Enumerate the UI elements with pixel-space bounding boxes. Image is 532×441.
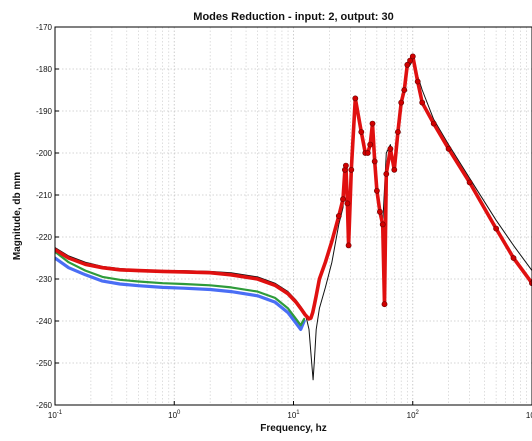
series-4-point [364,150,371,156]
y-tick-label: -200 [36,149,53,158]
y-tick-label: -250 [36,359,53,368]
series-4-point [348,166,355,173]
series-4-point [358,129,365,135]
series-4-point [529,280,532,287]
series-4-point [414,78,421,85]
series-4-point [404,61,411,68]
series-4-point [466,179,473,186]
series-4-point [430,120,437,127]
grid-layer [54,26,532,406]
series-4-point [409,53,416,60]
x-tick-label: 100 [168,410,181,420]
series-line-2 [55,250,306,327]
series-4-point [342,162,349,169]
tick-layer: -170 -180 -190 -200 -210 -220 -230 -240 -250 -260… [36,23,532,420]
series-layer [55,53,532,381]
y-tick-label: -240 [36,317,53,326]
chart-title: Modes Reduction - input: 2, output: 30 [193,11,393,23]
series-4-point [340,196,346,203]
x-tick-label: 102 [407,410,420,420]
series-4-point [335,213,342,219]
series-4-point [371,158,378,165]
series-4-point [352,95,359,102]
series-line-1 [55,256,306,331]
series-4-point [376,208,383,215]
x-tick-label: 101 [287,410,300,420]
series-4-point [510,255,517,261]
y-tick-label: -180 [36,65,53,74]
series-4-point [344,200,351,207]
series-4-point [394,129,401,135]
series-4-point [369,120,376,127]
series-4-point [407,57,413,64]
series-4-point [445,145,452,152]
series-4-point [383,171,390,177]
series-4-point [391,166,398,173]
series-4-point [379,221,386,228]
x-tick-label: 103 [526,410,532,420]
series-4-point [401,87,408,93]
y-tick-label: -210 [36,191,53,200]
series-4-point [419,99,426,106]
y-tick-label: -230 [36,275,53,284]
x-tick-label: 10-1 [48,410,63,420]
y-tick-label: -190 [36,107,53,116]
y-tick-label: -170 [36,23,53,32]
series-4-point [387,145,394,152]
series-4-point [398,99,405,106]
y-axis-label: Magnitude, db mm [12,172,23,260]
series-4-point [367,141,374,148]
x-axis-label: Frequency, hz [260,423,327,434]
series-4-point [373,187,380,194]
y-tick-label: -260 [36,401,53,410]
y-tick-label: -220 [36,233,53,242]
series-4-point [381,301,388,308]
series-4-point [493,225,499,232]
series-4-point [345,242,352,249]
